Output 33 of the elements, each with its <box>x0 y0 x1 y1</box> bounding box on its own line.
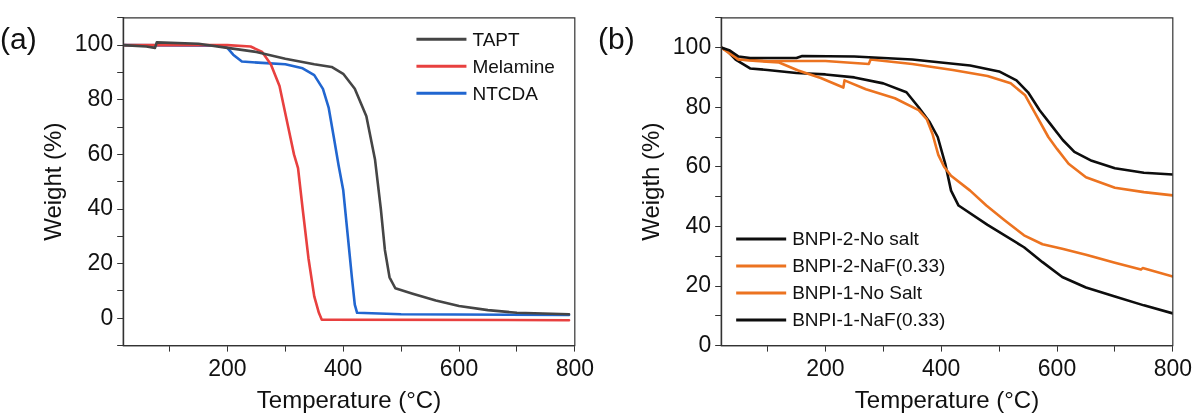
y-tick-label: 100 <box>672 32 712 59</box>
x-axis-title: Temperature (°C) <box>256 386 442 414</box>
y-tick-label: 100 <box>74 30 114 57</box>
y-tick-label: 40 <box>685 211 712 238</box>
y-tick-label: 60 <box>685 152 712 179</box>
y-tick-label: 0 <box>698 330 712 357</box>
x-tick-label: 200 <box>806 354 845 381</box>
y-tick-label: 60 <box>87 139 114 166</box>
legend-label: BNPI-2-NaF(0.33) <box>792 255 946 277</box>
y-tick-label: 40 <box>87 194 114 221</box>
x-tick-label: 800 <box>1153 354 1192 381</box>
y-tick-label: 20 <box>685 271 712 298</box>
legend-label: BNPI-1-NaF(0.33) <box>792 309 946 331</box>
x-tick-label: 600 <box>1037 354 1077 381</box>
y-tick-label: 0 <box>100 303 114 330</box>
legend-label: BNPI-1-No Salt <box>792 282 923 304</box>
y-tick-label: 80 <box>87 85 114 112</box>
y-tick-label: 80 <box>685 92 712 119</box>
y-tick-label: 20 <box>87 248 114 275</box>
legend-label: NTCDA <box>472 82 539 104</box>
x-tick-label: 800 <box>555 354 594 381</box>
x-axis-title: Temperature (°C) <box>854 386 1040 414</box>
y-axis-title: Weight (%) <box>39 122 67 241</box>
legend-label: BNPI-2-No salt <box>792 228 920 250</box>
legend-label: Melamine <box>472 55 555 77</box>
x-tick-label: 400 <box>922 354 961 381</box>
y-axis-title: Weigth (%) <box>637 122 665 241</box>
chart-title: (a) <box>0 22 37 56</box>
chart-title: (b) <box>598 22 635 56</box>
legend-label: TAPT <box>472 28 520 50</box>
x-tick-label: 400 <box>324 354 363 381</box>
x-tick-label: 600 <box>439 354 479 381</box>
x-tick-label: 200 <box>208 354 247 381</box>
